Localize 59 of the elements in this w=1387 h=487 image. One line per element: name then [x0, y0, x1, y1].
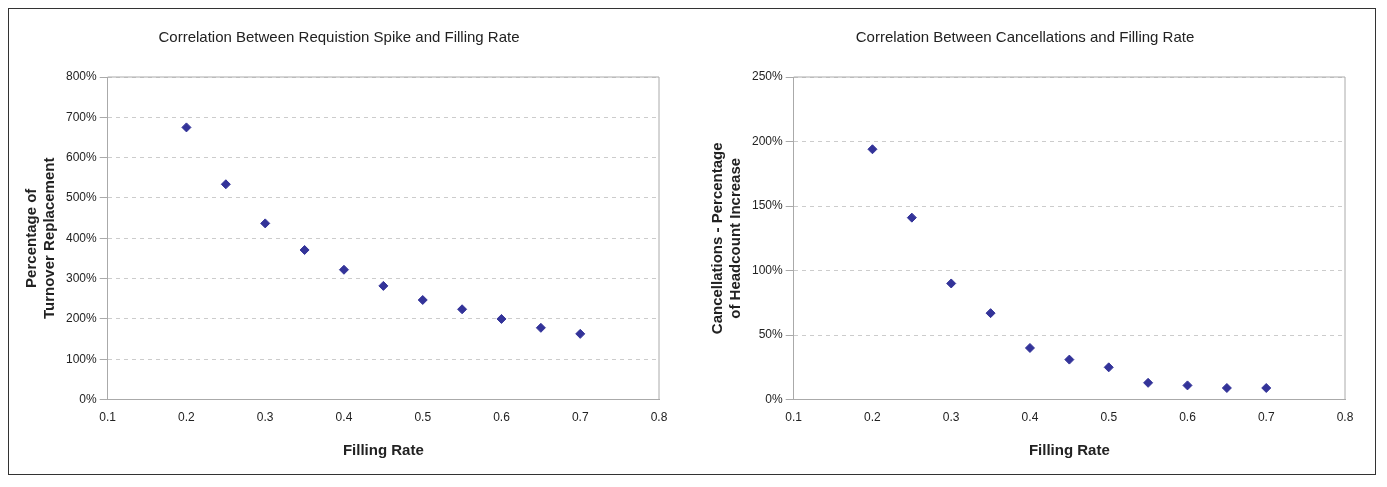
y-tick-label: 250% [751, 69, 784, 84]
y-tick-label: 100% [65, 351, 98, 366]
point [946, 278, 957, 289]
chart-title: Correlation Between Requistion Spike and Filling Rate [158, 28, 520, 46]
chart-title: Correlation Between Cancellations and Filling Rate [855, 28, 1195, 46]
point [575, 328, 586, 339]
y-axis-title: Percentage of Turnover Replacement [22, 157, 58, 320]
point [1064, 354, 1075, 365]
y-tick-label: 600% [65, 149, 98, 164]
point [260, 218, 271, 229]
x-axis-title: Filling Rate [1028, 441, 1110, 459]
x-tick-label: 0.2 [864, 410, 882, 425]
point [906, 212, 917, 223]
x-tick-label: 0.3 [942, 410, 960, 425]
x-tick-label: 0.5 [1100, 410, 1118, 425]
point [985, 308, 996, 319]
point [867, 144, 878, 155]
point [220, 179, 231, 190]
point [1261, 382, 1272, 393]
point [457, 304, 468, 315]
y-tick-label: 200% [65, 311, 98, 326]
point [181, 122, 192, 133]
x-tick-label: 0.7 [1257, 410, 1275, 425]
y-tick-label: 0% [765, 391, 784, 406]
x-tick-label: 0.3 [256, 410, 274, 425]
point [535, 322, 546, 333]
y-tick-label: 0% [79, 391, 98, 406]
point [1143, 377, 1154, 388]
x-tick-label: 0.8 [1336, 410, 1354, 425]
y-tick-label: 200% [751, 133, 784, 148]
y-tick-label: 300% [65, 270, 98, 285]
x-tick-label: 0.5 [414, 410, 432, 425]
point [1221, 382, 1232, 393]
x-tick-label: 0.1 [785, 410, 803, 425]
y-axis-title: Cancellations - Percentage of Headcount Increase [708, 142, 744, 335]
point [338, 264, 349, 275]
y-tick-label: 400% [65, 230, 98, 245]
point [1024, 342, 1035, 353]
y-tick-label: 700% [65, 109, 98, 124]
x-tick-label: 0.8 [650, 410, 668, 425]
x-tick-label: 0.7 [571, 410, 589, 425]
y-tick-label: 100% [751, 262, 784, 277]
y-tick-label: 800% [65, 69, 98, 84]
x-axis-title: Filling Rate [342, 441, 424, 459]
point [1182, 380, 1193, 391]
point [299, 244, 310, 255]
x-tick-label: 0.4 [335, 410, 353, 425]
x-tick-label: 0.1 [99, 410, 117, 425]
point [417, 295, 428, 305]
point [378, 280, 389, 291]
point [496, 313, 507, 324]
y-tick-label: 500% [65, 190, 98, 205]
y-tick-label: 150% [751, 198, 784, 213]
x-tick-label: 0.4 [1021, 410, 1039, 425]
x-tick-label: 0.6 [493, 410, 511, 425]
x-tick-label: 0.6 [1179, 410, 1197, 425]
y-tick-label: 50% [758, 327, 784, 342]
point [1103, 362, 1114, 373]
x-tick-label: 0.2 [178, 410, 196, 425]
